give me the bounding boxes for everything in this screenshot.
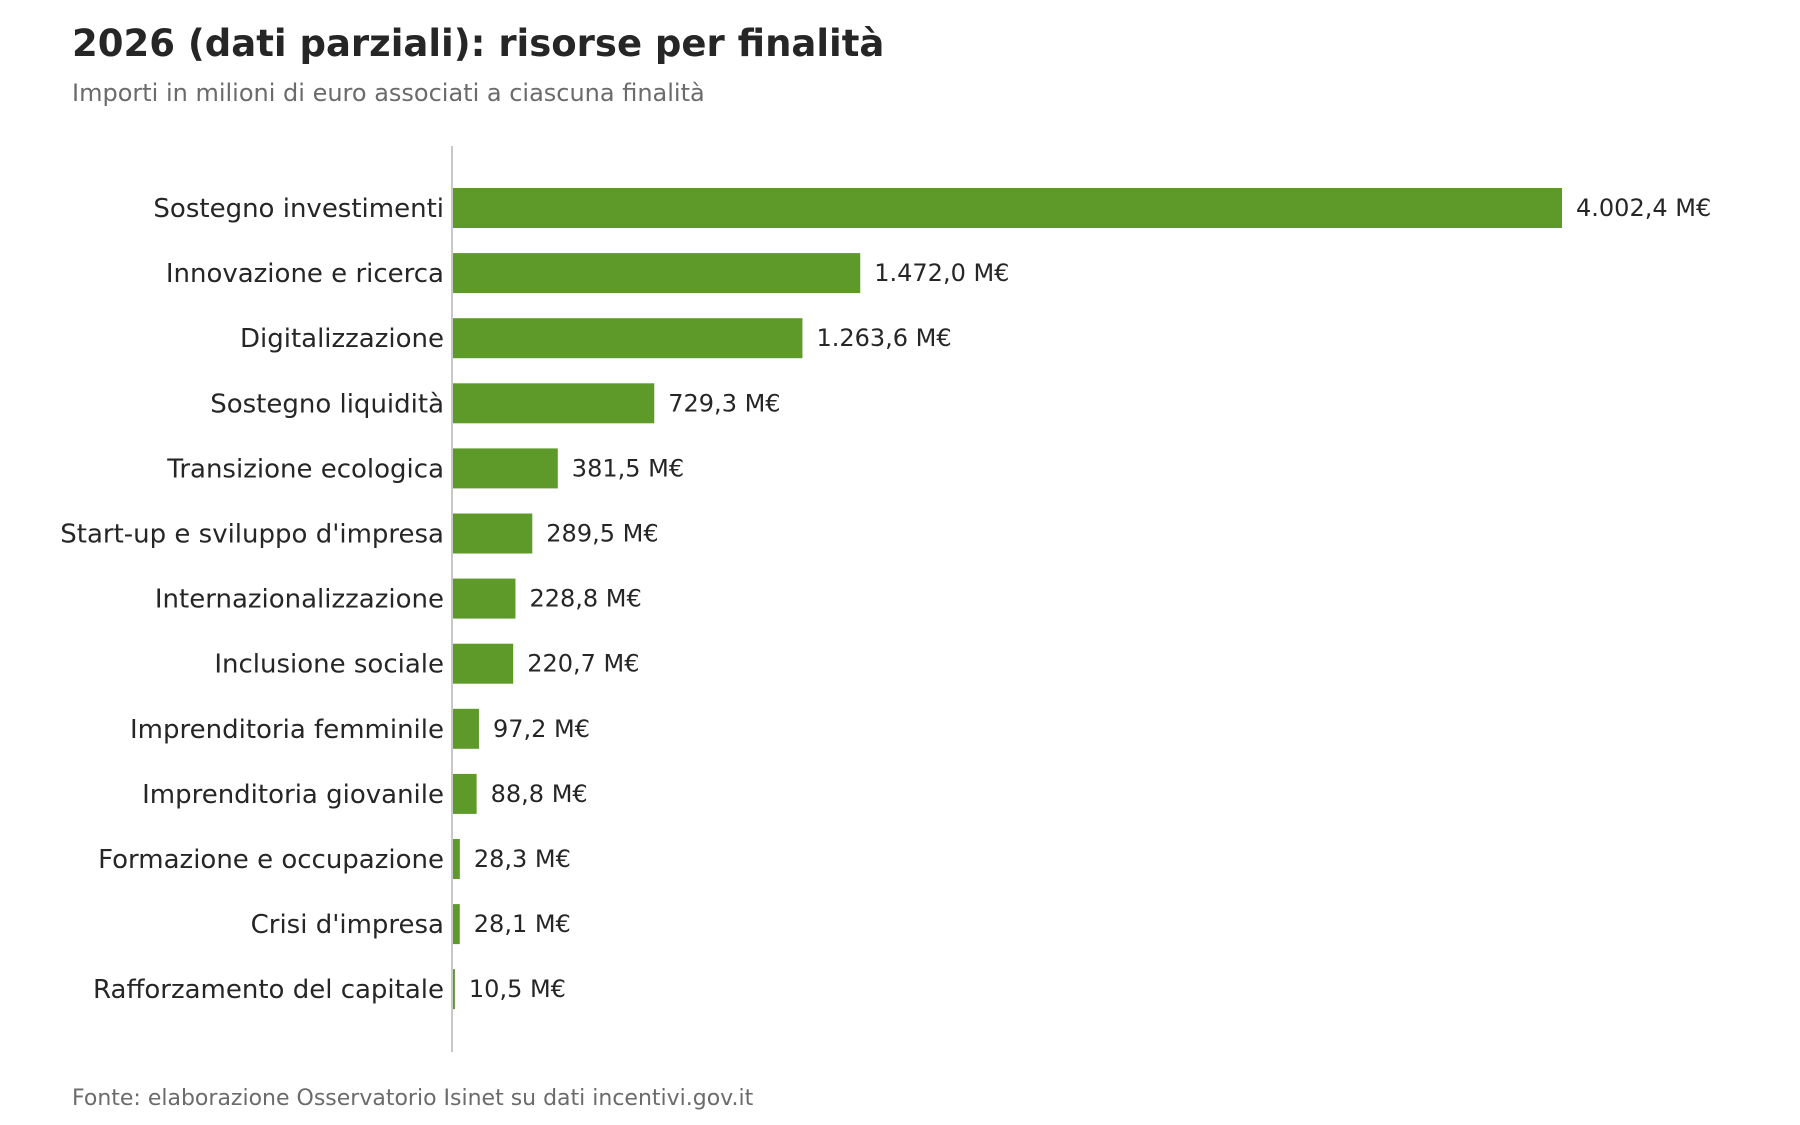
category-label: Innovazione e ricerca [166,259,444,289]
bar [452,318,803,359]
chart-subtitle: Importi in milioni di euro associati a c… [72,79,705,107]
bar [452,969,455,1010]
category-labels: Sostegno investimenti Innovazione e ricer… [60,194,444,1005]
category-label: Formazione e occupazione [98,845,444,875]
value-label: 1.263,6 M€ [816,324,951,352]
bar [452,708,479,749]
value-label: 88,8 M€ [491,780,588,808]
bar [452,188,1562,228]
category-label: Inclusione sociale [214,650,444,680]
category-label: Imprenditoria femminile [130,715,444,745]
category-label: Internazionalizzazione [155,585,444,615]
category-label: Imprenditoria giovanile [142,780,444,810]
value-label: 228,8 M€ [529,585,641,613]
bar [452,839,460,879]
bar [452,578,516,619]
value-label: 28,3 M€ [474,845,571,873]
value-label: 4.002,4 M€ [1576,194,1711,222]
bar [452,448,558,489]
category-label: Digitalizzazione [240,324,444,354]
bar [452,253,861,294]
value-label: 289,5 M€ [546,520,658,548]
category-label: Start-up e sviluppo d'impresa [60,520,444,550]
category-label: Transizione ecologica [166,454,444,484]
bar [452,773,477,814]
value-label: 381,5 M€ [572,454,684,482]
bar [452,513,533,554]
value-label: 10,5 M€ [469,975,566,1003]
bar [452,904,460,945]
value-label: 220,7 M€ [527,650,639,678]
category-label: Sostegno investimenti [153,194,444,224]
category-label: Rafforzamento del capitale [93,975,444,1005]
category-label: Crisi d'impresa [251,910,444,940]
category-label: Sostegno liquidità [210,389,444,419]
chart-title: 2026 (dati parziali): risorse per finali… [72,22,885,65]
value-labels: 4.002,4 M€ 1.472,0 M€ 1.263,6 M€ 729,3 M€ 38… [469,194,1711,1003]
bar [452,383,655,424]
value-label: 1.472,0 M€ [874,259,1009,287]
bars-group [452,188,1562,1010]
value-label: 97,2 M€ [493,715,590,743]
value-label: 28,1 M€ [474,910,571,938]
chart-source: Fonte: elaborazione Osservatorio Isinet … [72,1086,754,1111]
value-label: 729,3 M€ [668,389,780,417]
bar [452,643,514,684]
